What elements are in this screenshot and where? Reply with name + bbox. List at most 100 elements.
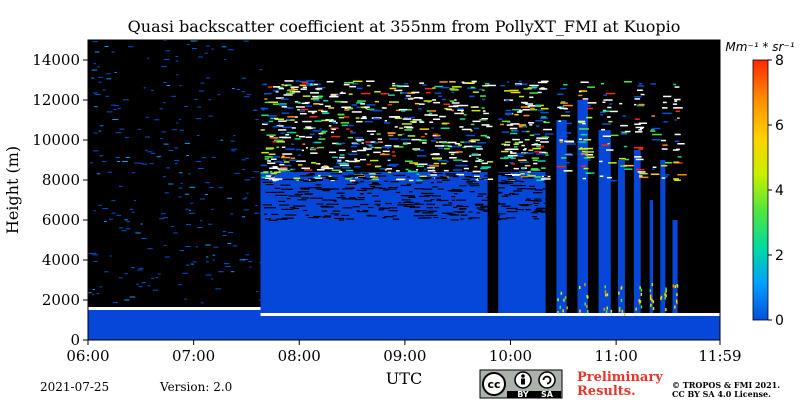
noise-streak xyxy=(321,206,334,208)
noise-streak xyxy=(467,218,472,220)
y-tick-label: 2000 xyxy=(42,291,80,309)
noise-streak xyxy=(281,188,293,190)
cloud-speck xyxy=(294,121,298,123)
noise-streak xyxy=(315,184,322,186)
cloud-speck xyxy=(275,91,279,93)
cloud-speck xyxy=(303,169,313,171)
cloud-speck xyxy=(340,122,349,124)
cloud-speck xyxy=(529,96,534,98)
cloud-speck xyxy=(463,114,467,116)
cloud-speck xyxy=(409,162,419,164)
cloud-speck xyxy=(634,98,641,100)
noise-streak xyxy=(513,190,523,192)
noise-speck xyxy=(171,129,178,131)
cloud-speck xyxy=(620,124,628,127)
noise-speck xyxy=(124,273,129,275)
cloud-speck xyxy=(537,91,542,94)
cloud-speck xyxy=(436,141,439,143)
cloud-speck xyxy=(501,120,510,123)
noise-speck xyxy=(105,95,109,97)
cloud-speck xyxy=(470,179,478,181)
edge-speck xyxy=(618,291,620,295)
noise-streak xyxy=(378,209,384,211)
noise-speck xyxy=(163,102,166,104)
cloud-speck xyxy=(560,101,566,103)
noise-speck xyxy=(114,72,117,73)
cloud-speck xyxy=(414,163,419,166)
cloud-speck xyxy=(264,101,273,104)
noise-streak xyxy=(362,172,368,174)
colorbar-tick-label: 2 xyxy=(775,248,784,264)
noise-streak xyxy=(303,175,314,177)
cloud-speck xyxy=(585,151,594,153)
cloud-speck xyxy=(355,117,360,119)
noise-speck xyxy=(171,95,177,97)
edge-speck xyxy=(651,283,654,287)
cloud-speck xyxy=(331,135,341,138)
boundary-layer xyxy=(260,315,720,340)
cloud-speck xyxy=(425,91,431,94)
noise-speck xyxy=(134,162,140,164)
cloud-speck xyxy=(427,101,431,103)
cloud-speck xyxy=(283,94,293,96)
cloud-speck xyxy=(270,170,273,173)
cloud-speck xyxy=(482,98,486,101)
cloud-speck xyxy=(275,118,285,120)
noise-streak xyxy=(299,179,309,181)
noise-speck xyxy=(259,69,263,71)
cloud-speck xyxy=(370,159,379,162)
cloud-speck xyxy=(462,82,470,84)
noise-streak xyxy=(297,199,307,201)
cloud-speck xyxy=(637,171,646,173)
cloud-speck xyxy=(315,147,319,149)
cloud-speck xyxy=(388,134,394,137)
noise-speck xyxy=(204,194,208,195)
cloud-speck xyxy=(290,168,295,171)
cloud-speck xyxy=(351,150,357,153)
noise-streak xyxy=(275,194,288,196)
noise-streak xyxy=(490,216,496,218)
cloud-speck xyxy=(424,133,428,135)
cloud-speck xyxy=(332,142,339,145)
noise-speck xyxy=(178,196,182,198)
cloud-speck xyxy=(315,163,320,165)
noise-streak xyxy=(297,191,310,193)
noise-streak xyxy=(497,213,506,215)
cloud-speck xyxy=(295,148,301,151)
cloud-speck xyxy=(357,140,362,142)
cloud-speck xyxy=(619,157,626,160)
cloud-speck xyxy=(466,82,475,84)
cloud-speck xyxy=(396,170,400,172)
noise-streak xyxy=(467,180,477,182)
cloud-speck xyxy=(662,176,668,178)
noise-streak xyxy=(320,205,329,207)
cloud-speck xyxy=(321,110,328,113)
noise-speck xyxy=(195,161,201,163)
cloud-speck xyxy=(504,148,512,151)
cloud-speck xyxy=(634,156,642,158)
cloud-speck xyxy=(563,84,568,86)
noise-streak xyxy=(278,200,286,202)
noise-speck xyxy=(140,223,143,225)
cloud-speck xyxy=(369,173,377,175)
results-label: Results. xyxy=(577,384,636,399)
cloud-speck xyxy=(582,122,586,125)
noise-streak xyxy=(509,180,521,182)
noise-speck xyxy=(163,143,169,145)
cloud-speck xyxy=(578,121,584,123)
cloud-speck xyxy=(300,88,307,90)
cloud-speck xyxy=(559,107,567,110)
noise-speck xyxy=(232,245,238,247)
cloud-speck xyxy=(563,122,572,125)
noise-speck xyxy=(116,214,122,216)
edge-speck xyxy=(618,308,621,312)
noise-streak xyxy=(331,177,338,179)
cloud-speck xyxy=(507,114,510,116)
cloud-speck xyxy=(474,145,477,147)
cloud-speck xyxy=(502,131,510,133)
cloud-speck xyxy=(449,157,457,159)
cloud-speck xyxy=(407,92,416,94)
noise-streak xyxy=(414,211,420,213)
cloud-speck xyxy=(585,154,593,156)
noise-streak xyxy=(474,203,484,205)
